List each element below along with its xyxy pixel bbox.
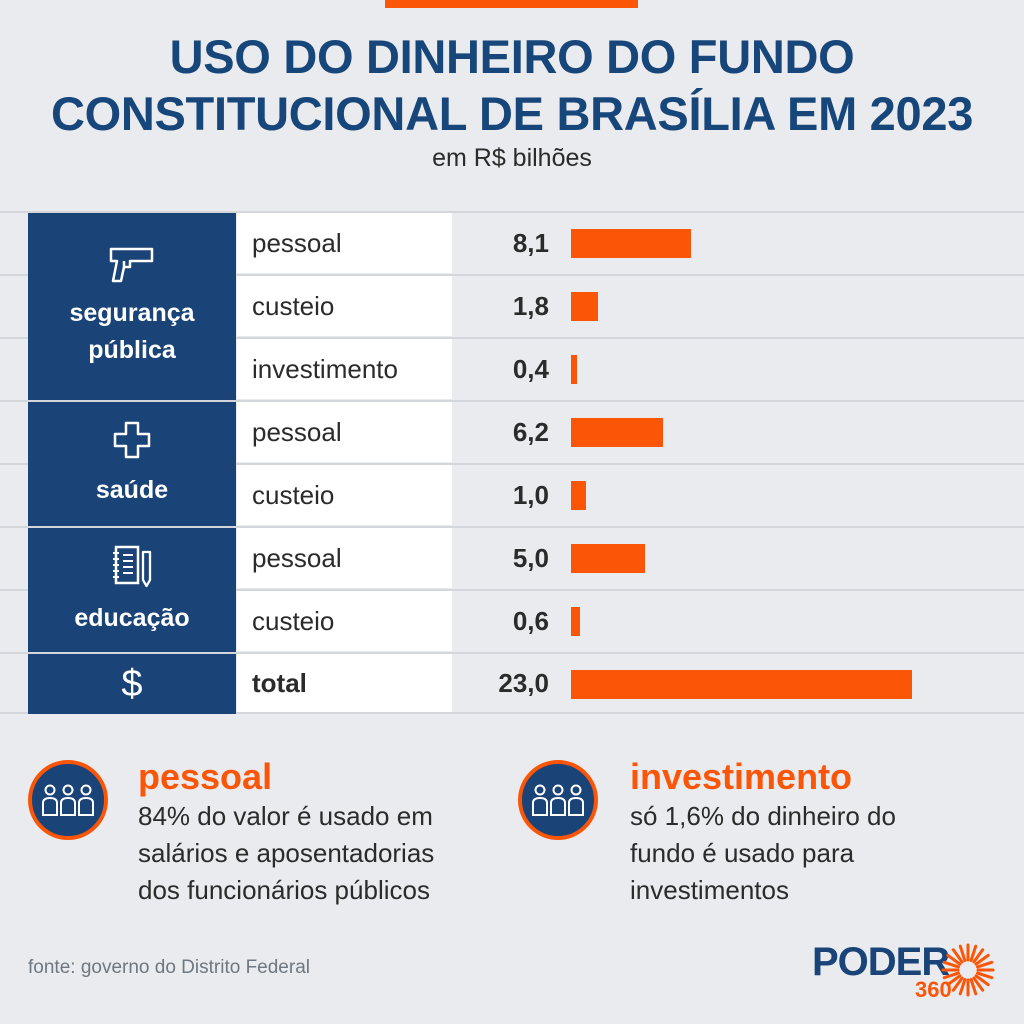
row-value: 0,6 bbox=[512, 605, 549, 636]
group-seguranca-publica: segurança pública bbox=[28, 213, 236, 400]
note-title: pessoal bbox=[138, 756, 273, 797]
row-label: investimento bbox=[252, 353, 398, 384]
data-table: pessoal 8,1 custeio 1,8 investimento 0,4… bbox=[0, 211, 1024, 714]
note-title: investimento bbox=[630, 756, 853, 797]
row-label: pessoal bbox=[252, 542, 342, 573]
table-row: pessoal 8,1 bbox=[0, 211, 1024, 273]
logo-word: PODER bbox=[812, 940, 950, 984]
logo-ray bbox=[942, 960, 960, 969]
label-cell bbox=[237, 654, 452, 712]
logo-ray bbox=[972, 948, 985, 964]
group-saude: saúde bbox=[28, 402, 236, 526]
row-value: 8,1 bbox=[512, 227, 549, 258]
title-line-1: USO DO DINHEIRO DO FUNDO bbox=[169, 30, 855, 83]
row-label: custeio bbox=[252, 290, 335, 321]
bar bbox=[571, 292, 598, 321]
row-value: 0,4 bbox=[512, 353, 549, 384]
logo-ray bbox=[974, 953, 990, 966]
row-value: 1,0 bbox=[512, 479, 549, 510]
label-cell bbox=[237, 402, 452, 462]
logo-ray bbox=[969, 978, 978, 996]
title-line-2: CONSTITUCIONAL DE BRASÍLIA EM 2023 bbox=[50, 87, 974, 140]
row-label-total: total bbox=[252, 667, 307, 698]
logo-ray bbox=[969, 944, 978, 962]
logo-ray bbox=[946, 974, 962, 987]
table-row: custeio 0,6 bbox=[0, 589, 1024, 651]
table-row: investimento 0,4 bbox=[0, 337, 1024, 399]
source-note: fonte: governo do Distrito Federal bbox=[28, 957, 310, 978]
logo-ray bbox=[974, 974, 990, 987]
note-line: dos funcionários públicos bbox=[138, 875, 430, 905]
bar bbox=[571, 544, 646, 573]
subtitle: em R$ bilhões bbox=[432, 144, 592, 172]
row-label: pessoal bbox=[252, 416, 342, 447]
bar bbox=[571, 355, 577, 384]
group-total: $ bbox=[28, 654, 236, 714]
label-cell bbox=[237, 465, 452, 525]
group-label-line-2: pública bbox=[88, 335, 176, 364]
logo-ray bbox=[951, 976, 964, 992]
group-educacao: educação bbox=[28, 528, 236, 652]
logo-number: 360 bbox=[915, 977, 952, 1002]
label-cell bbox=[237, 339, 452, 399]
dollar-icon: $ bbox=[121, 663, 143, 705]
logo-ray bbox=[946, 953, 962, 966]
logo-ray bbox=[976, 971, 994, 980]
gun-icon bbox=[109, 247, 154, 282]
cross-icon bbox=[113, 421, 151, 458]
row-value-total: 23,0 bbox=[498, 667, 549, 698]
group-label: segurança bbox=[69, 298, 195, 327]
people-icon bbox=[28, 760, 108, 840]
logo-ray bbox=[951, 948, 964, 964]
group-label: saúde bbox=[95, 475, 169, 504]
page-title: USO DO DINHEIRO DO FUNDO CONSTITUCIONAL … bbox=[0, 28, 1024, 142]
logo-ray bbox=[972, 976, 985, 992]
label-cell bbox=[237, 591, 452, 651]
table-row: pessoal 5,0 bbox=[0, 526, 1024, 588]
row-label: pessoal bbox=[252, 227, 342, 258]
bar bbox=[571, 229, 692, 258]
table-row: pessoal 6,2 bbox=[0, 400, 1024, 462]
row-label: custeio bbox=[252, 479, 335, 510]
bar bbox=[571, 418, 663, 447]
logo-ray bbox=[958, 978, 967, 996]
row-label: custeio bbox=[252, 605, 335, 636]
table-row: custeio 1,0 bbox=[0, 463, 1024, 525]
row-value: 1,8 bbox=[512, 290, 549, 321]
note-line: 84% do valor é usado em bbox=[138, 801, 433, 831]
table-row-total: total 23,0 bbox=[0, 652, 1024, 714]
note-line: só 1,6% do dinheiro do bbox=[630, 801, 896, 831]
note-line: salários e aposentadorias bbox=[138, 838, 435, 868]
notebook-icon bbox=[113, 545, 152, 587]
row-value: 5,0 bbox=[512, 542, 549, 573]
top-accent-bar bbox=[385, 0, 638, 8]
logo-ray bbox=[976, 960, 994, 969]
bar bbox=[571, 670, 912, 699]
bar bbox=[571, 481, 586, 510]
note-line: fundo é usado para bbox=[630, 838, 855, 868]
label-cell bbox=[237, 528, 452, 588]
row-value: 6,2 bbox=[512, 416, 549, 447]
sun-icon bbox=[941, 943, 995, 997]
note-line: investimentos bbox=[630, 875, 789, 905]
poder360-logo: PODER 360 bbox=[812, 940, 1002, 1004]
group-label: educação bbox=[74, 603, 190, 632]
label-cell bbox=[237, 213, 452, 273]
table-row: custeio 1,8 bbox=[0, 274, 1024, 336]
people-icon bbox=[518, 760, 598, 840]
label-cell bbox=[237, 276, 452, 336]
logo-ray bbox=[958, 944, 967, 962]
bar bbox=[571, 607, 580, 636]
logo-ray bbox=[942, 971, 960, 980]
